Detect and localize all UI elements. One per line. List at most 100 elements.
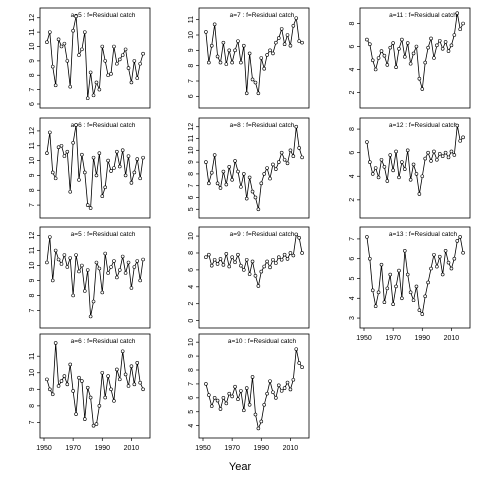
data-point <box>233 260 237 265</box>
data-point <box>100 194 105 198</box>
data-point <box>385 286 390 291</box>
chart-panel: a=8 : f=Residual catch 5 6 7 8 9 10 11 12 <box>188 117 310 219</box>
data-point <box>297 146 301 150</box>
data-point <box>300 155 304 160</box>
data-point <box>117 377 122 382</box>
x-tick-label: 2010 <box>283 445 299 452</box>
plot-frame <box>359 7 471 109</box>
data-point <box>247 51 252 56</box>
data-point <box>271 390 275 395</box>
data-point <box>458 27 462 32</box>
data-point <box>45 40 49 44</box>
y-tick-label: 12 <box>29 232 36 240</box>
data-point <box>239 185 243 189</box>
data-point <box>88 395 93 400</box>
y-tick-label: 11 <box>29 142 36 149</box>
data-point <box>402 167 407 171</box>
panel-title: a=6 : f=Residual catch <box>71 122 136 129</box>
y-tick-label: 9 <box>29 278 36 282</box>
data-point <box>233 159 237 163</box>
y-tick-label: 4 <box>349 296 356 300</box>
data-point <box>100 44 105 49</box>
data-point <box>285 380 290 385</box>
data-point <box>85 385 90 390</box>
data-point <box>85 203 90 207</box>
data-point <box>74 253 78 257</box>
data-point <box>400 296 404 301</box>
data-point <box>370 58 375 63</box>
data-point <box>117 57 122 62</box>
data-point <box>256 426 261 431</box>
data-point <box>411 298 416 303</box>
data-point <box>417 192 422 196</box>
data-point <box>65 265 70 269</box>
data-point <box>247 175 252 180</box>
data-point <box>204 160 208 164</box>
data-point <box>435 43 439 48</box>
data-point <box>265 259 269 264</box>
data-point <box>83 170 87 175</box>
data-point <box>212 396 217 400</box>
data-point <box>45 377 49 382</box>
data-point <box>429 36 433 41</box>
data-point <box>449 149 454 154</box>
data-point <box>253 80 258 85</box>
data-point <box>239 263 243 268</box>
data-point <box>253 412 258 417</box>
y-tick-label: 7 <box>188 79 195 83</box>
data-point <box>71 140 75 145</box>
x-tick-label: 1950 <box>36 445 52 452</box>
y-tick-label: 9 <box>188 160 195 164</box>
data-point <box>420 174 425 179</box>
data-point <box>62 154 67 158</box>
data-point <box>394 65 398 69</box>
data-point <box>221 263 226 267</box>
data-point <box>135 361 140 365</box>
data-point <box>120 53 125 57</box>
y-tick-label: 2 <box>349 198 356 202</box>
data-point <box>276 36 281 40</box>
chart-panel: a=9 : f=Residual catch 0 2 4 6 8 10 <box>188 226 310 329</box>
data-point <box>385 179 390 183</box>
data-point <box>391 41 395 45</box>
data-point <box>83 417 87 421</box>
data-point <box>458 139 462 143</box>
data-point <box>458 235 462 239</box>
data-point <box>259 419 264 424</box>
data-point <box>391 302 395 307</box>
data-point <box>204 30 208 34</box>
data-point <box>394 284 398 289</box>
data-point <box>279 389 284 393</box>
data-point <box>138 278 142 283</box>
data-point <box>420 87 425 91</box>
data-point <box>53 248 58 253</box>
y-tick-label: 6 <box>349 257 356 261</box>
plot-frame <box>39 7 151 109</box>
y-tick-label: 0 <box>188 319 195 323</box>
data-point <box>53 83 58 88</box>
data-point <box>423 60 428 65</box>
data-point <box>97 151 102 155</box>
data-point <box>285 257 290 261</box>
data-point <box>109 265 113 269</box>
data-point <box>247 402 252 407</box>
y-tick-label: 6 <box>188 268 195 272</box>
data-point <box>230 255 234 260</box>
y-tick-label: 9 <box>29 387 36 391</box>
y-tick-label: 8 <box>29 293 36 297</box>
series-line <box>46 16 144 99</box>
data-point <box>209 43 214 48</box>
y-tick-label: 7 <box>349 237 356 241</box>
data-point <box>370 288 375 293</box>
data-point <box>282 157 287 162</box>
data-point <box>388 153 393 157</box>
data-point <box>115 61 119 66</box>
y-tick-label: 10 <box>29 157 36 165</box>
series-line <box>205 233 303 287</box>
x-tick-label: 1990 <box>94 445 110 452</box>
plot-frame <box>198 117 310 219</box>
data-point <box>262 402 267 407</box>
data-point <box>53 176 58 181</box>
